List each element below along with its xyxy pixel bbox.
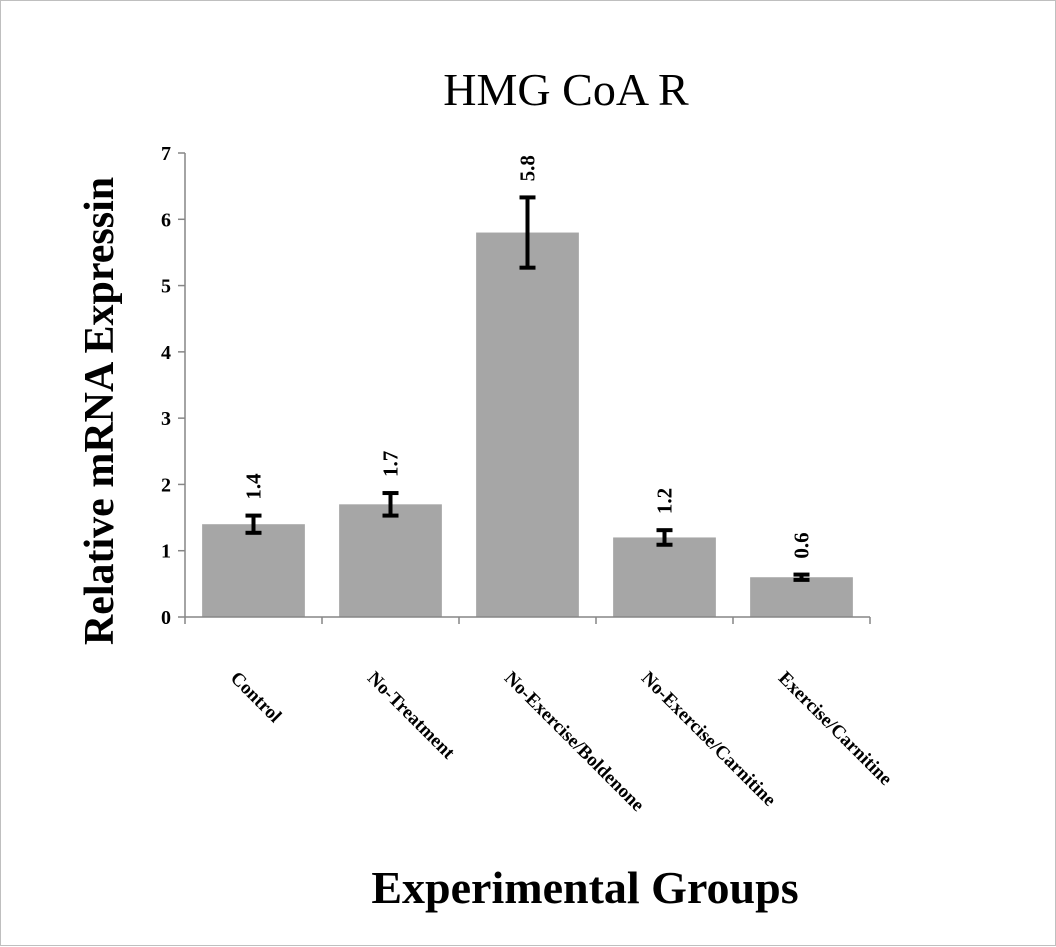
category-label-2: No-Exercise/Boldenone xyxy=(500,668,648,816)
data-label-0: 1.4 xyxy=(242,473,266,500)
y-tick-label-6: 6 xyxy=(161,209,171,231)
bar-2 xyxy=(476,233,579,617)
y-tick-label-2: 2 xyxy=(161,474,171,496)
y-tick-label-7: 7 xyxy=(161,143,171,165)
bar-0 xyxy=(202,524,305,617)
bar-1 xyxy=(339,504,442,617)
bar-3 xyxy=(613,537,716,617)
y-tick-label-3: 3 xyxy=(161,408,171,430)
category-label-3: No-Exercise/Carnitine xyxy=(637,668,780,811)
data-label-2: 5.8 xyxy=(516,155,540,181)
bar-4 xyxy=(750,577,853,617)
y-tick-label-0: 0 xyxy=(161,607,171,629)
y-axis-title: Relative mRNA Expressin xyxy=(77,177,123,645)
category-label-1: No-Treatment xyxy=(363,668,459,764)
data-label-3: 1.2 xyxy=(653,488,677,514)
bars-layer xyxy=(202,197,853,617)
y-tick-label-1: 1 xyxy=(161,541,171,563)
category-label-4: Exercise/Carnitine xyxy=(774,668,896,790)
y-tick-label-5: 5 xyxy=(161,276,171,298)
chart-title: HMG CoA R xyxy=(443,64,689,115)
category-label-0: Control xyxy=(226,668,285,727)
data-label-4: 0.6 xyxy=(790,532,814,558)
x-axis-title: Experimental Groups xyxy=(371,862,798,913)
data-label-1: 1.7 xyxy=(379,451,403,477)
y-tick-label-4: 4 xyxy=(161,342,171,364)
